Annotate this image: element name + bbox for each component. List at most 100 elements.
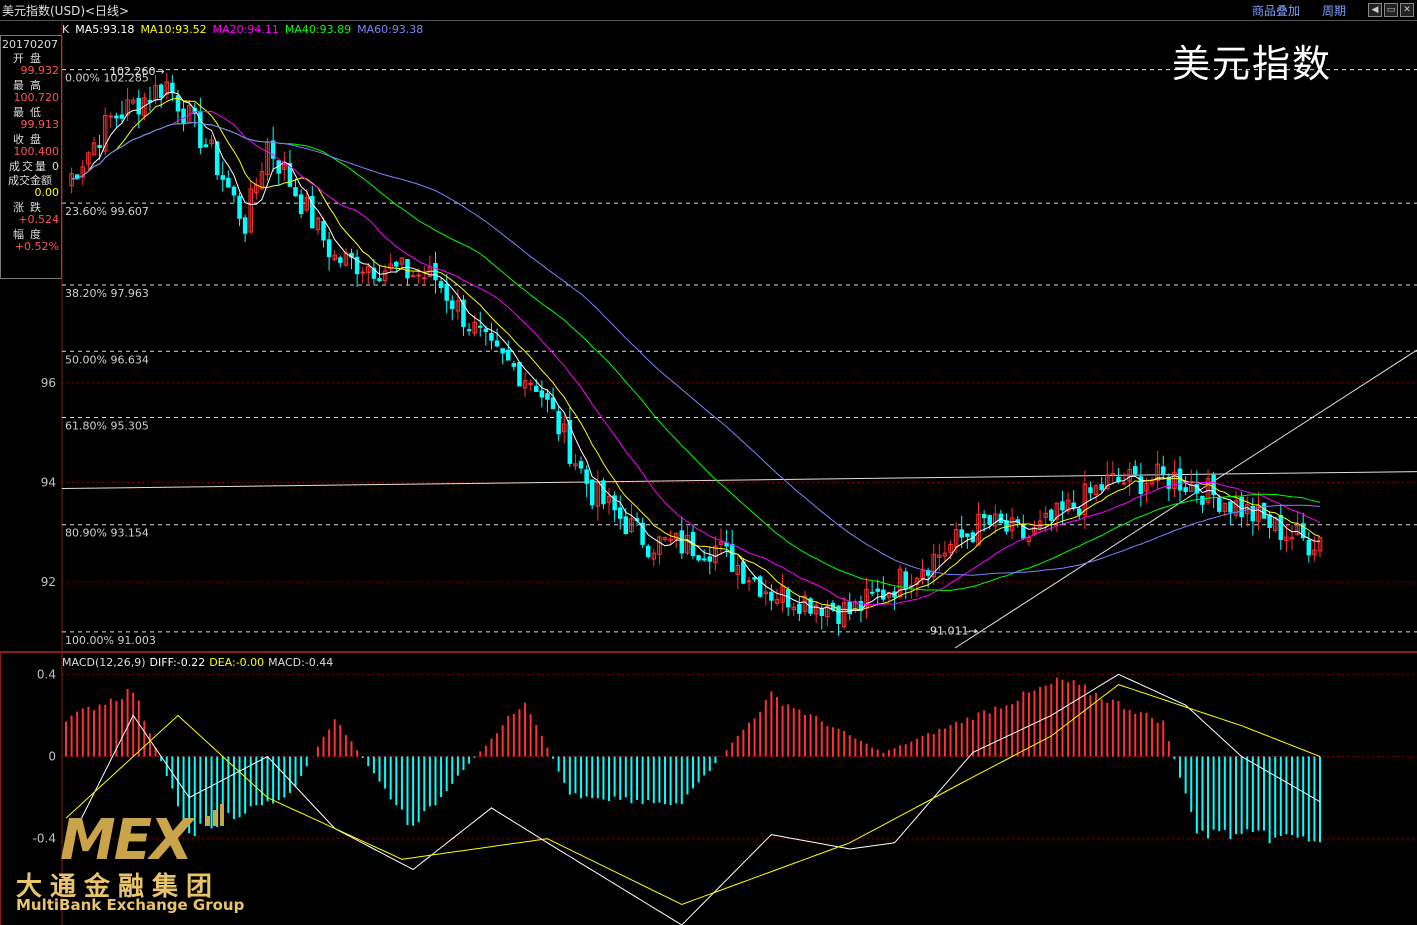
candle-body (539, 390, 545, 398)
candle-body (1105, 474, 1110, 490)
candle-body (534, 385, 539, 392)
candle-body (1060, 501, 1065, 511)
candle-body (965, 533, 970, 537)
prev-icon[interactable]: ◀ (1368, 3, 1382, 17)
candle-body (1049, 509, 1054, 521)
candle-body (679, 530, 685, 554)
candle-body (550, 397, 556, 410)
candle-body (125, 99, 130, 116)
candle-body (478, 325, 483, 328)
candle-body (242, 217, 248, 234)
candle-body (645, 545, 651, 558)
candle-body (1211, 474, 1216, 496)
candle-body (1172, 471, 1177, 489)
candle-body (797, 603, 802, 614)
candle-body (248, 188, 253, 233)
candle-body (517, 362, 522, 387)
candle-body (175, 95, 181, 112)
candle-body (752, 577, 757, 580)
candle-body (1295, 525, 1300, 535)
candle-body (472, 322, 477, 334)
candle-body (1009, 517, 1015, 532)
candle-body (1004, 520, 1009, 532)
candle-body (735, 564, 741, 575)
candle-body (360, 271, 365, 274)
dea-line (65, 684, 1321, 906)
signal-bars-icon (206, 804, 224, 826)
candle-body (584, 469, 589, 484)
period-link[interactable]: 周期 (1322, 4, 1347, 18)
info-label: 开盘 (13, 52, 47, 65)
candle-body (494, 340, 500, 347)
candle-body (338, 257, 343, 263)
candle-body (371, 267, 377, 279)
info-value: 99.932 (20, 64, 60, 77)
candle-body (606, 495, 612, 503)
restore-icon[interactable]: ▭ (1384, 3, 1398, 17)
info-value: 0 (52, 160, 59, 173)
candle-body (136, 97, 142, 115)
candle-body (500, 348, 505, 354)
chart-overlay-title: 美元指数 (1172, 42, 1333, 86)
legend-item: MA40:93.89 (284, 23, 352, 36)
fib-level-label: 80.90% 93.154 (65, 527, 149, 540)
candle-body (741, 561, 746, 584)
candle-body (304, 197, 309, 211)
candle-body (1216, 497, 1222, 512)
low-annotation: 91.011→ (930, 625, 978, 638)
candle-body (819, 608, 825, 617)
candle-body (1200, 495, 1205, 505)
candle-body (556, 410, 561, 435)
title-bar: 美元指数(USD)<日线> 商品叠加 周期 ◀ ▭ ✕ (0, 0, 1417, 21)
candle-body (422, 277, 427, 280)
candle-body (1032, 526, 1037, 535)
candle-body (1267, 514, 1272, 528)
candle-body (847, 601, 852, 615)
macd-legend: MACD(12,26,9) DIFF:-0.22 DEA:-0.00 MACD:-0.… (62, 656, 337, 669)
candle-body (651, 552, 657, 560)
candle-body (332, 254, 337, 261)
info-value: 0.00 (34, 186, 60, 199)
candle-body (1121, 482, 1127, 485)
candle-body (226, 177, 231, 188)
candle-body (976, 513, 981, 546)
close-icon[interactable]: ✕ (1400, 3, 1414, 17)
candle-body (326, 239, 332, 258)
candle-body (769, 591, 774, 601)
candle-body (774, 599, 780, 604)
ma5-line (71, 91, 1321, 613)
candle-body (981, 514, 987, 519)
info-value: 100.720 (13, 91, 60, 104)
price-tick-label: 96 (41, 376, 56, 390)
candle-body (164, 81, 170, 95)
ma-legend: K MA5:93.18 MA10:93.52 MA20:94.11 MA40:93.89… (62, 23, 429, 36)
company-logo: MEX 大通金融集团 MultiBank Exchange Group (14, 800, 254, 918)
legend-item: MA20:94.11 (212, 23, 279, 36)
candle-body (657, 536, 662, 555)
high-annotation: 102.260→ (110, 65, 165, 78)
overlay-commodity-link[interactable]: 商品叠加 (1252, 4, 1301, 18)
candle-body (612, 495, 617, 511)
candle-body (948, 543, 953, 553)
ma10-line (71, 97, 1321, 611)
fib-level-label: 100.00% 91.003 (65, 634, 156, 647)
fib-level-label: 38.20% 97.963 (65, 287, 149, 300)
candle-body (354, 256, 360, 275)
candle-body (567, 420, 573, 464)
legend-item: K (62, 23, 70, 36)
candle-body (841, 602, 847, 628)
candle-body (617, 507, 623, 519)
candle-body (1300, 523, 1306, 539)
candle-body (410, 275, 416, 278)
candle-body (601, 480, 606, 505)
candle-body (1306, 539, 1312, 556)
candle-body (696, 555, 701, 561)
info-label: 最高 (13, 79, 47, 92)
candle-body (909, 585, 914, 589)
candle-body (836, 605, 841, 625)
candle-body (108, 115, 114, 118)
candle-body (91, 142, 97, 156)
candle-body (1138, 476, 1144, 494)
candle-body (1228, 501, 1233, 513)
